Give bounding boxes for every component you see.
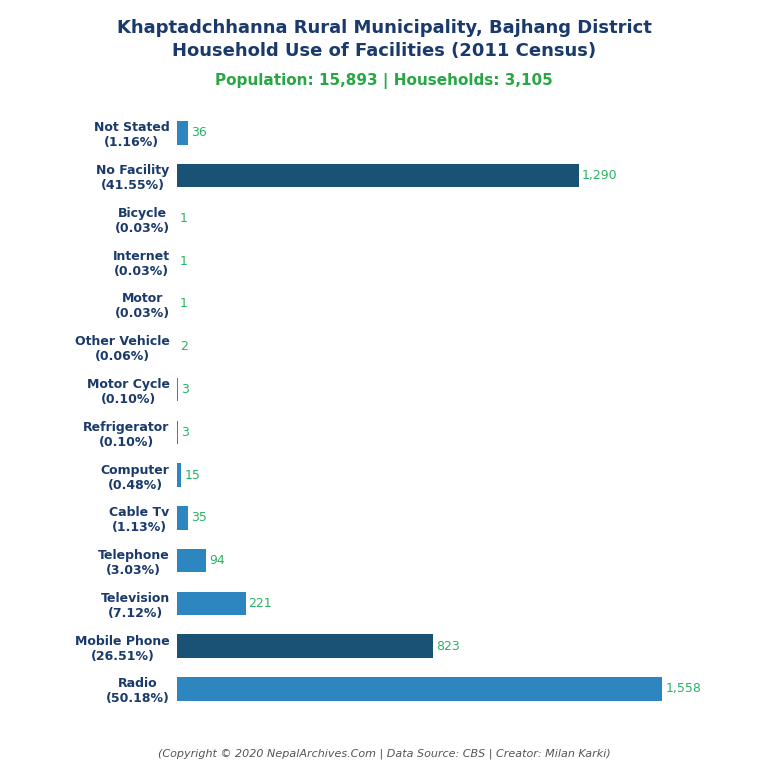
- Text: 15: 15: [184, 468, 200, 482]
- Text: 221: 221: [249, 597, 272, 610]
- Text: 36: 36: [191, 127, 207, 140]
- Bar: [177, 677, 662, 700]
- Text: Khaptadchhanna Rural Municipality, Bajhang District: Khaptadchhanna Rural Municipality, Bajha…: [117, 19, 651, 37]
- Text: 1,558: 1,558: [665, 682, 701, 695]
- Text: 2: 2: [180, 340, 188, 353]
- Text: 94: 94: [209, 554, 225, 567]
- Text: 1: 1: [180, 297, 188, 310]
- Bar: [177, 164, 578, 187]
- Bar: [177, 463, 181, 487]
- Bar: [177, 549, 206, 572]
- Bar: [177, 121, 188, 144]
- Bar: [177, 506, 187, 530]
- Text: Population: 15,893 | Households: 3,105: Population: 15,893 | Households: 3,105: [215, 73, 553, 89]
- Text: 823: 823: [436, 640, 460, 653]
- Text: 1: 1: [180, 212, 188, 225]
- Text: 1: 1: [180, 255, 188, 268]
- Text: 35: 35: [190, 511, 207, 525]
- Text: 3: 3: [180, 383, 189, 396]
- Text: 1,290: 1,290: [581, 169, 617, 182]
- Text: (Copyright © 2020 NepalArchives.Com | Data Source: CBS | Creator: Milan Karki): (Copyright © 2020 NepalArchives.Com | Da…: [157, 748, 611, 759]
- Bar: [177, 634, 433, 658]
- Text: Household Use of Facilities (2011 Census): Household Use of Facilities (2011 Census…: [172, 42, 596, 60]
- Bar: [177, 591, 246, 615]
- Text: 3: 3: [180, 425, 189, 439]
